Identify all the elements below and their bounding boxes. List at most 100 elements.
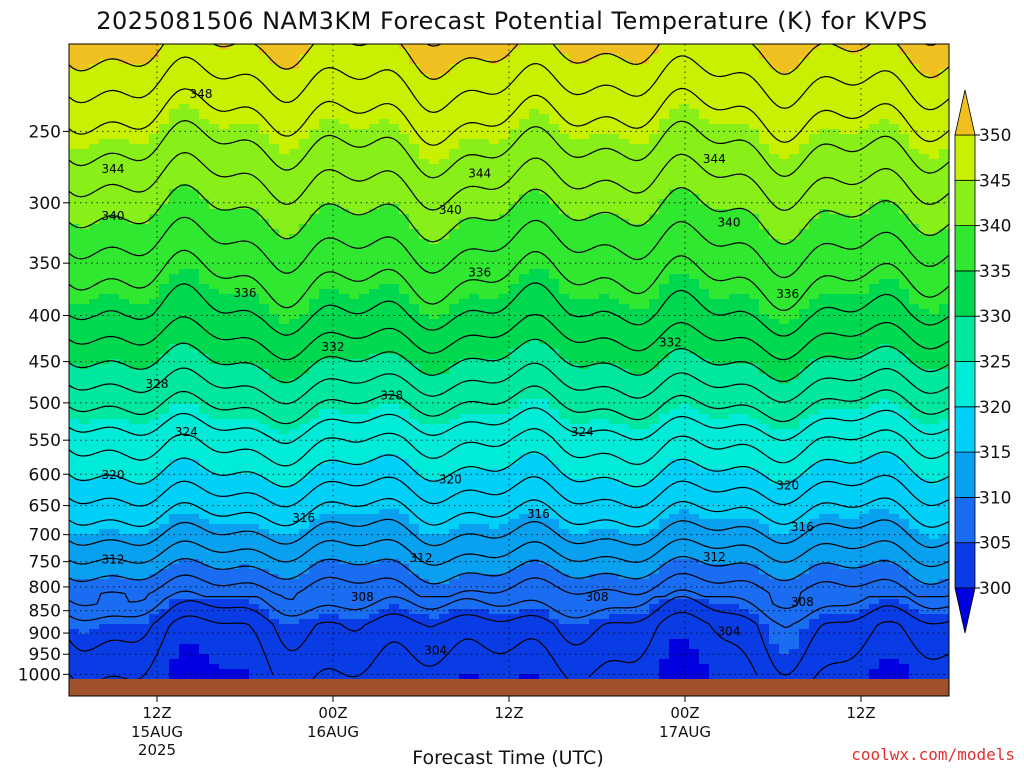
- band-cell: [89, 144, 100, 150]
- band-cell: [99, 174, 110, 180]
- band-cell: [139, 134, 150, 140]
- band-cell: [849, 319, 860, 325]
- band-cell: [519, 209, 530, 215]
- band-cell: [299, 289, 310, 295]
- band-cell: [79, 149, 90, 155]
- band-cell: [129, 324, 140, 330]
- band-cell: [389, 114, 400, 120]
- band-cell: [309, 204, 320, 210]
- band-cell: [159, 159, 170, 165]
- band-cell: [329, 159, 340, 165]
- band-cell: [69, 64, 80, 70]
- band-cell: [409, 134, 420, 140]
- band-cell: [549, 149, 560, 155]
- band-cell: [569, 194, 580, 200]
- band-cell: [489, 114, 500, 120]
- band-cell: [339, 209, 350, 215]
- band-cell: [759, 104, 770, 110]
- band-cell: [859, 49, 870, 55]
- band-cell: [149, 204, 160, 210]
- band-cell: [939, 74, 949, 80]
- band-cell: [599, 44, 610, 50]
- band-cell: [849, 54, 860, 60]
- band-cell: [729, 234, 740, 240]
- band-cell: [459, 184, 470, 190]
- band-cell: [769, 179, 780, 185]
- band-cell: [339, 64, 350, 70]
- band-cell: [259, 169, 270, 175]
- band-cell: [479, 79, 490, 85]
- band-cell: [159, 84, 170, 90]
- band-cell: [249, 124, 260, 130]
- band-cell: [399, 314, 410, 320]
- band-cell: [879, 319, 890, 325]
- band-cell: [659, 189, 670, 195]
- band-cell: [429, 189, 440, 195]
- band-cell: [669, 134, 680, 140]
- band-cell: [519, 319, 530, 325]
- band-cell: [79, 314, 90, 320]
- band-cell: [939, 119, 949, 125]
- band-cell: [639, 209, 650, 215]
- band-cell: [469, 94, 480, 100]
- band-cell: [109, 144, 120, 150]
- band-cell: [649, 114, 660, 120]
- band-cell: [449, 154, 460, 160]
- band-cell: [929, 84, 940, 90]
- band-cell: [319, 219, 330, 225]
- band-cell: [899, 314, 910, 320]
- band-cell: [259, 249, 270, 255]
- band-cell: [629, 249, 640, 255]
- band-cell: [889, 94, 900, 100]
- band-cell: [619, 84, 630, 90]
- band-cell: [939, 49, 949, 55]
- band-cell: [139, 99, 150, 105]
- band-cell: [439, 134, 450, 140]
- band-cell: [459, 159, 470, 165]
- band-cell: [939, 84, 949, 90]
- band-cell: [629, 89, 640, 95]
- band-cell: [869, 134, 880, 140]
- band-cell: [599, 94, 610, 100]
- band-cell: [739, 89, 750, 95]
- band-cell: [409, 214, 420, 220]
- band-cell: [809, 264, 820, 270]
- band-cell: [189, 44, 200, 50]
- band-cell: [529, 219, 540, 225]
- band-cell: [939, 89, 949, 95]
- band-cell: [759, 149, 770, 155]
- band-cell: [69, 249, 80, 255]
- band-cell: [669, 179, 680, 185]
- band-cell: [739, 129, 750, 135]
- band-cell: [319, 309, 330, 315]
- band-cell: [759, 254, 770, 260]
- band-cell: [749, 159, 760, 165]
- band-cell: [409, 304, 420, 310]
- band-cell: [599, 134, 610, 140]
- band-cell: [459, 124, 470, 130]
- band-cell: [339, 169, 350, 175]
- band-cell: [819, 224, 830, 230]
- band-cell: [449, 264, 460, 270]
- band-cell: [679, 129, 690, 135]
- band-cell: [199, 239, 210, 245]
- band-cell: [759, 69, 770, 75]
- band-cell: [269, 219, 280, 225]
- band-cell: [69, 79, 80, 85]
- band-cell: [189, 179, 200, 185]
- band-cell: [619, 174, 630, 180]
- band-cell: [929, 289, 940, 295]
- band-cell: [919, 79, 930, 85]
- band-cell: [759, 194, 770, 200]
- band-cell: [389, 144, 400, 150]
- band-cell: [139, 119, 150, 125]
- band-cell: [509, 214, 520, 220]
- band-cell: [269, 64, 280, 70]
- band-cell: [569, 289, 580, 295]
- band-cell: [459, 254, 470, 260]
- band-cell: [439, 199, 450, 205]
- band-cell: [339, 259, 350, 265]
- band-cell: [789, 119, 800, 125]
- band-cell: [579, 124, 590, 130]
- band-cell: [169, 99, 180, 105]
